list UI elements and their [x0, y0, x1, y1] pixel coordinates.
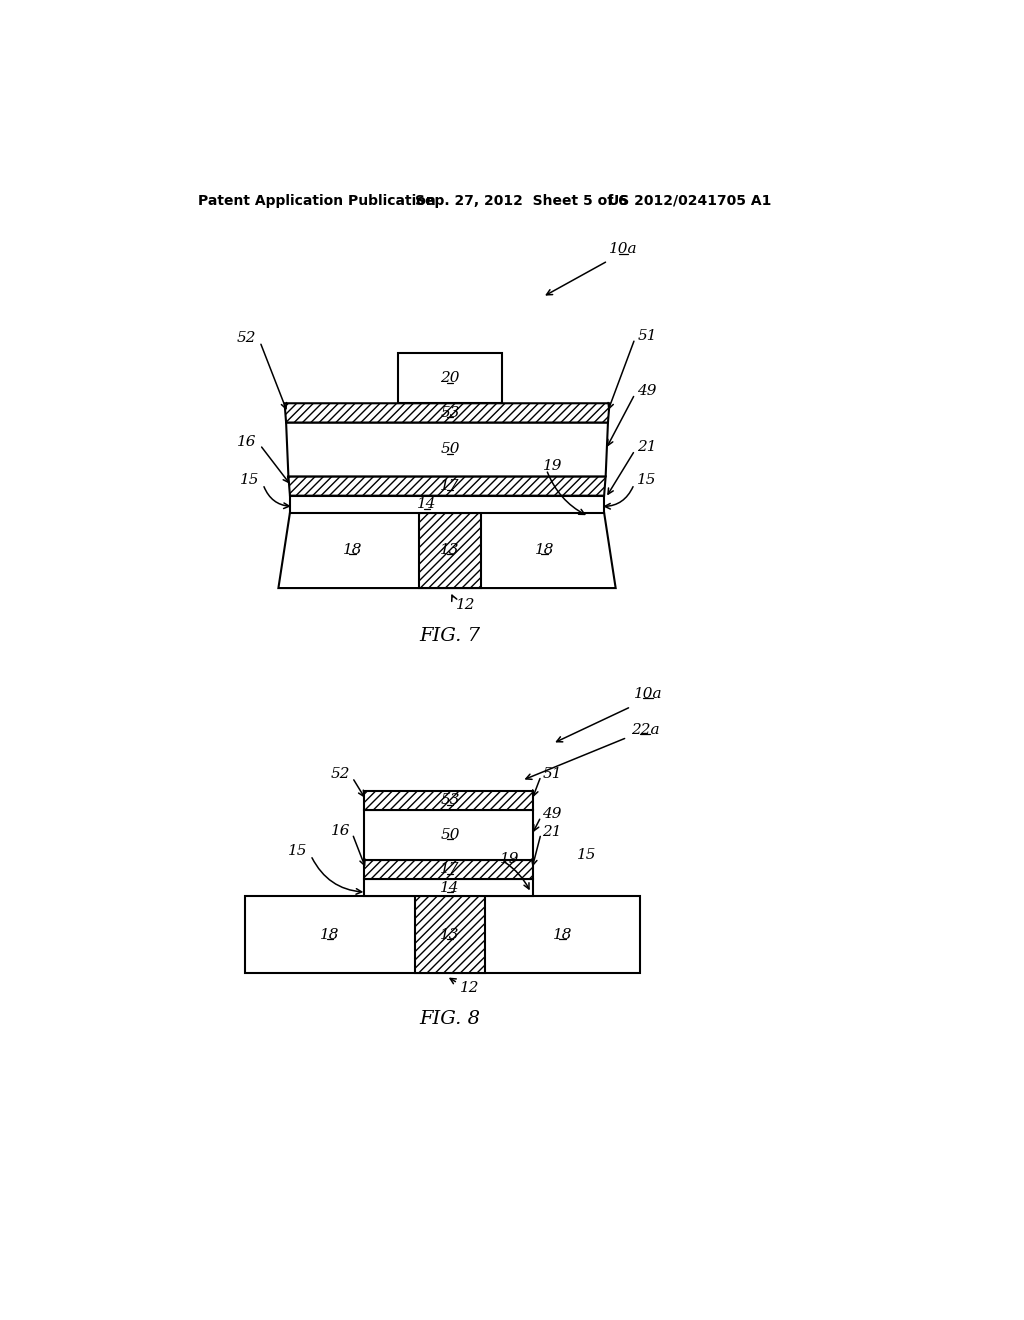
Text: 12: 12: [460, 982, 479, 995]
Text: 18: 18: [343, 543, 362, 557]
Text: 50: 50: [440, 828, 460, 842]
Polygon shape: [419, 512, 481, 589]
Text: 19: 19: [500, 853, 519, 866]
Text: 51: 51: [543, 767, 562, 781]
Text: 15: 15: [241, 474, 260, 487]
Text: 21: 21: [543, 825, 562, 840]
Polygon shape: [279, 512, 615, 589]
Text: 19: 19: [543, 459, 562, 474]
Text: 16: 16: [331, 825, 350, 838]
Text: 10a: 10a: [609, 243, 638, 256]
Text: 21: 21: [637, 440, 656, 454]
Text: FIG. 8: FIG. 8: [420, 1010, 480, 1028]
Polygon shape: [289, 477, 605, 496]
Bar: [398, 354, 502, 404]
Text: 10a: 10a: [634, 686, 663, 701]
Text: 52: 52: [331, 767, 350, 781]
Text: 18: 18: [553, 928, 572, 941]
Text: 16: 16: [237, 434, 256, 449]
Bar: [364, 810, 534, 859]
Text: 18: 18: [321, 928, 340, 941]
Text: 53: 53: [440, 793, 460, 808]
Polygon shape: [286, 422, 608, 477]
Text: 20: 20: [440, 371, 460, 385]
Text: 17: 17: [440, 862, 460, 876]
Text: 49: 49: [637, 384, 656, 397]
Polygon shape: [245, 896, 640, 973]
Text: US 2012/0241705 A1: US 2012/0241705 A1: [608, 194, 771, 207]
Text: 53: 53: [440, 405, 460, 420]
Text: 15: 15: [288, 845, 307, 858]
Text: 14: 14: [440, 880, 460, 895]
Text: 17: 17: [440, 479, 460, 494]
Text: 18: 18: [535, 543, 554, 557]
Text: 22a: 22a: [631, 723, 659, 737]
Text: Patent Application Publication: Patent Application Publication: [199, 194, 436, 207]
Text: 49: 49: [543, 808, 562, 821]
Text: 14: 14: [417, 498, 437, 511]
Polygon shape: [285, 404, 609, 422]
Text: 50: 50: [440, 442, 460, 457]
Bar: [364, 859, 534, 879]
Text: 13: 13: [440, 543, 460, 557]
Text: 51: 51: [637, 329, 656, 342]
Text: 15: 15: [578, 849, 597, 862]
Text: 15: 15: [637, 474, 656, 487]
Text: FIG. 7: FIG. 7: [420, 627, 480, 644]
Bar: [364, 791, 534, 810]
Polygon shape: [290, 496, 604, 512]
Text: 52: 52: [237, 331, 256, 345]
Polygon shape: [416, 896, 484, 973]
Bar: [364, 879, 534, 896]
Text: Sep. 27, 2012  Sheet 5 of 6: Sep. 27, 2012 Sheet 5 of 6: [416, 194, 628, 207]
Text: 13: 13: [440, 928, 460, 941]
Text: 12: 12: [456, 598, 475, 612]
